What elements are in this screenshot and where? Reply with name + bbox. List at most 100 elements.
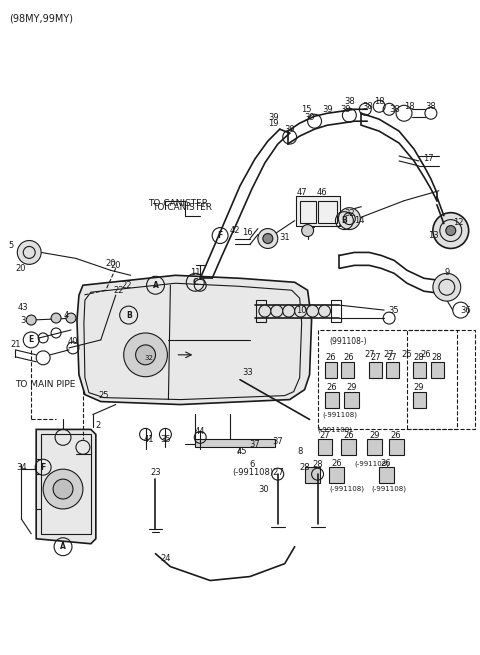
Text: C: C: [192, 278, 198, 287]
Text: 22: 22: [121, 281, 132, 290]
Text: 6: 6: [249, 460, 254, 469]
Bar: [195, 440, 275, 447]
Text: 28: 28: [414, 353, 424, 362]
Text: 27: 27: [387, 353, 397, 362]
Text: A: A: [153, 281, 158, 290]
Text: (-991108)27: (-991108)27: [232, 468, 284, 477]
Circle shape: [301, 225, 313, 236]
Text: 15: 15: [301, 105, 312, 114]
Polygon shape: [36, 430, 96, 544]
Text: 47: 47: [296, 188, 307, 197]
Text: 39: 39: [340, 105, 351, 114]
Polygon shape: [413, 392, 426, 407]
Text: 43: 43: [18, 303, 29, 312]
Text: 30: 30: [259, 485, 269, 494]
Circle shape: [283, 305, 295, 317]
Polygon shape: [341, 362, 354, 378]
Text: B: B: [341, 216, 347, 225]
Text: 17: 17: [423, 155, 434, 164]
Text: 4: 4: [63, 310, 69, 320]
Text: 27: 27: [370, 353, 381, 362]
Text: 27: 27: [384, 350, 395, 360]
Text: E: E: [29, 335, 34, 345]
Text: 14: 14: [354, 216, 364, 225]
Text: 26: 26: [343, 353, 354, 362]
Polygon shape: [324, 362, 337, 378]
Text: 18: 18: [404, 102, 414, 111]
Polygon shape: [431, 362, 444, 378]
Text: (-991108): (-991108): [371, 486, 406, 493]
Text: 26: 26: [381, 458, 392, 468]
Text: 2: 2: [95, 421, 100, 430]
Circle shape: [136, 345, 156, 365]
Circle shape: [17, 240, 41, 265]
Bar: [256, 300, 266, 322]
Text: TO CANISTER: TO CANISTER: [148, 198, 208, 208]
Text: (98MY,99MY): (98MY,99MY): [9, 14, 73, 24]
Text: (-991108): (-991108): [354, 461, 389, 468]
Text: 20: 20: [110, 261, 121, 270]
Text: 38: 38: [362, 102, 372, 111]
Text: 32: 32: [344, 209, 355, 218]
Polygon shape: [386, 362, 399, 378]
Text: 46: 46: [316, 188, 327, 197]
Text: 38: 38: [425, 102, 436, 111]
Text: 45: 45: [237, 447, 247, 456]
Text: 27: 27: [319, 431, 330, 440]
Bar: [407, 330, 475, 430]
Text: 28: 28: [432, 353, 442, 362]
Polygon shape: [369, 362, 382, 378]
Bar: [318, 330, 457, 430]
Text: 20: 20: [15, 264, 25, 273]
Text: 26: 26: [391, 431, 401, 440]
Text: 5: 5: [9, 241, 14, 250]
Text: 19: 19: [268, 119, 279, 128]
Circle shape: [271, 305, 283, 317]
Circle shape: [51, 313, 61, 323]
Polygon shape: [344, 392, 360, 407]
Polygon shape: [341, 440, 356, 455]
Text: (-991108): (-991108): [329, 486, 364, 493]
Polygon shape: [367, 440, 382, 455]
Polygon shape: [413, 362, 426, 378]
Text: 35: 35: [160, 435, 171, 444]
Polygon shape: [318, 440, 333, 455]
Polygon shape: [324, 392, 339, 407]
Text: 26: 26: [331, 458, 342, 468]
Text: 28: 28: [300, 462, 310, 472]
Bar: [300, 200, 315, 223]
Text: 29: 29: [369, 431, 380, 440]
Text: 16: 16: [241, 228, 252, 237]
Polygon shape: [305, 467, 320, 483]
Text: 25: 25: [98, 391, 109, 400]
Circle shape: [433, 273, 461, 301]
Text: 23: 23: [150, 468, 161, 477]
Text: 39: 39: [284, 124, 295, 134]
Circle shape: [263, 234, 273, 244]
Text: 39: 39: [304, 113, 315, 122]
Text: 37: 37: [273, 437, 283, 446]
Circle shape: [66, 313, 76, 323]
Text: 29: 29: [346, 383, 357, 392]
Polygon shape: [329, 467, 344, 483]
Circle shape: [433, 213, 468, 248]
Text: 9: 9: [444, 268, 449, 277]
Text: (991108-): (991108-): [329, 337, 367, 346]
Text: 11: 11: [190, 268, 201, 277]
Text: 35: 35: [389, 306, 399, 314]
Text: 32: 32: [144, 355, 153, 361]
Text: TO MAIN PIPE: TO MAIN PIPE: [15, 380, 76, 388]
Circle shape: [26, 315, 36, 325]
Text: 36: 36: [460, 306, 471, 314]
Circle shape: [295, 305, 307, 317]
Circle shape: [124, 333, 168, 377]
Text: 29: 29: [414, 383, 424, 392]
Bar: [318, 200, 337, 223]
Text: 27: 27: [364, 350, 374, 360]
Polygon shape: [389, 440, 404, 455]
Text: 44: 44: [195, 427, 205, 436]
Polygon shape: [77, 275, 312, 405]
Text: 41: 41: [144, 435, 154, 444]
Text: 40: 40: [68, 337, 78, 346]
Text: F: F: [217, 231, 223, 240]
